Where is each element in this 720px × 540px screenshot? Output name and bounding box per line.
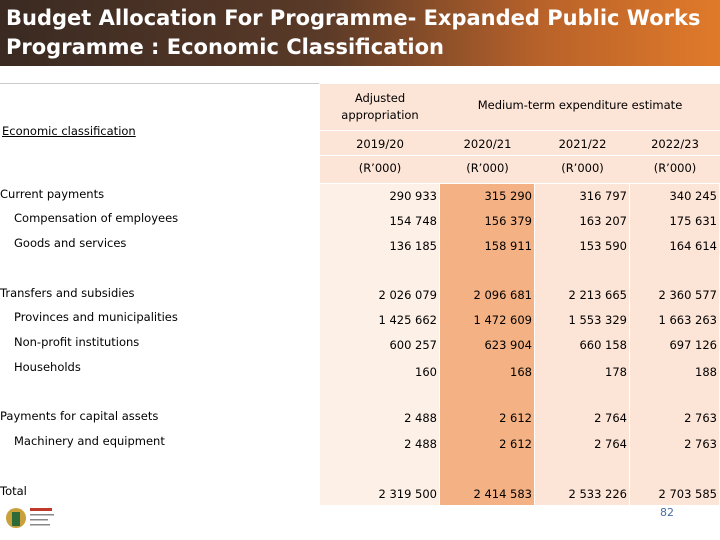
cell-value: 2 763 (684, 437, 717, 451)
row-label: Transfers and subsidies (0, 286, 135, 300)
cell-value: 158 911 (484, 239, 532, 253)
cell-value: 660 158 (579, 338, 627, 352)
cell-value: 2 703 585 (658, 487, 717, 501)
cell-value: 290 933 (389, 189, 437, 203)
cell-value: 160 (415, 365, 437, 379)
unit: (R’000) (561, 161, 604, 175)
cell-value: 2 533 226 (568, 487, 627, 501)
cell-value: 178 (605, 365, 627, 379)
row-label: Total (0, 484, 27, 498)
cell-value: 2 360 577 (658, 288, 717, 302)
title-bar: Budget Allocation For Programme- Expande… (0, 0, 720, 66)
cell-value: 340 245 (669, 189, 717, 203)
cell-value: 2 488 (404, 411, 437, 425)
cell-value: 163 207 (579, 214, 627, 228)
year: 2022/23 (651, 137, 699, 151)
rule (320, 183, 720, 184)
row-label: Current payments (0, 187, 105, 201)
cell-value: 2 612 (499, 437, 532, 451)
cell-value: 175 631 (669, 214, 717, 228)
column-group: Medium-term expenditure estimate (477, 98, 683, 112)
slide-title: Budget Allocation For Programme- Expande… (6, 6, 701, 59)
cell-value: 2 488 (404, 437, 437, 451)
cell-value: 316 797 (579, 189, 627, 203)
row-label: Payments for capital assets (0, 409, 159, 423)
cell-value: 1 553 329 (568, 313, 627, 327)
cell-value: 2 213 665 (568, 288, 627, 302)
row-header: Economic classification (2, 124, 136, 138)
label-column-background (0, 83, 319, 506)
cell-value: 2 319 500 (378, 487, 437, 501)
row-label: Goods and services (14, 236, 127, 250)
cell-value: 697 126 (669, 338, 717, 352)
cell-value: 156 379 (484, 214, 532, 228)
cell-value: 2 612 (499, 411, 532, 425)
column-background (535, 183, 629, 505)
cell-value: 188 (695, 365, 717, 379)
rule (320, 130, 720, 131)
header-background (320, 83, 720, 183)
cell-value: 1 663 263 (658, 313, 717, 327)
page-number: 82 (660, 506, 674, 519)
cell-value: 2 764 (594, 437, 627, 451)
logo (6, 508, 54, 528)
cell-value: 2 096 681 (473, 288, 532, 302)
cell-value: 164 614 (669, 239, 717, 253)
year: 2019/20 (356, 137, 404, 151)
row-label: Compensation of employees (14, 211, 179, 225)
cell-value: 2 763 (684, 411, 717, 425)
unit: (R’000) (466, 161, 509, 175)
cell-value: 623 904 (484, 338, 532, 352)
cell-value: 2 026 079 (378, 288, 437, 302)
column-background (320, 183, 439, 505)
column-background (440, 183, 534, 505)
cell-value: 1 425 662 (378, 313, 437, 327)
cell-value: 2 414 583 (473, 487, 532, 501)
rule (320, 155, 720, 156)
rule (320, 505, 720, 506)
row-label: Non-profit institutions (14, 335, 140, 349)
rule (320, 83, 720, 84)
cell-value: 154 748 (389, 214, 437, 228)
row-label: Provinces and municipalities (14, 310, 178, 324)
cell-value: 315 290 (484, 189, 532, 203)
year: 2020/21 (463, 137, 512, 151)
unit: (R’000) (358, 161, 402, 175)
row-label: Machinery and equipment (14, 434, 165, 448)
column-group: Adjusted appropriation (341, 91, 419, 122)
unit: (R’000) (653, 161, 697, 175)
cell-value: 168 (510, 365, 532, 379)
year: 2021/22 (558, 137, 607, 151)
cell-value: 600 257 (389, 338, 437, 352)
row-label: Households (14, 360, 81, 374)
cell-value: 1 472 609 (473, 313, 532, 327)
column-background (630, 183, 719, 505)
cell-value: 153 590 (579, 239, 627, 253)
cell-value: 136 185 (389, 239, 437, 253)
cell-value: 2 764 (594, 411, 627, 425)
